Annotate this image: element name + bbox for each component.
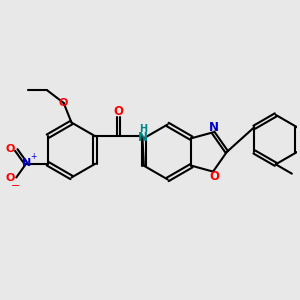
Text: N: N: [209, 121, 219, 134]
Text: O: O: [6, 173, 15, 184]
Text: O: O: [6, 144, 15, 154]
Text: +: +: [30, 152, 36, 161]
Text: O: O: [209, 170, 219, 183]
Text: N: N: [138, 131, 148, 144]
Text: O: O: [59, 98, 68, 108]
Text: −: −: [11, 181, 20, 191]
Text: N: N: [22, 158, 32, 168]
Text: H: H: [139, 124, 147, 134]
Text: O: O: [114, 105, 124, 118]
